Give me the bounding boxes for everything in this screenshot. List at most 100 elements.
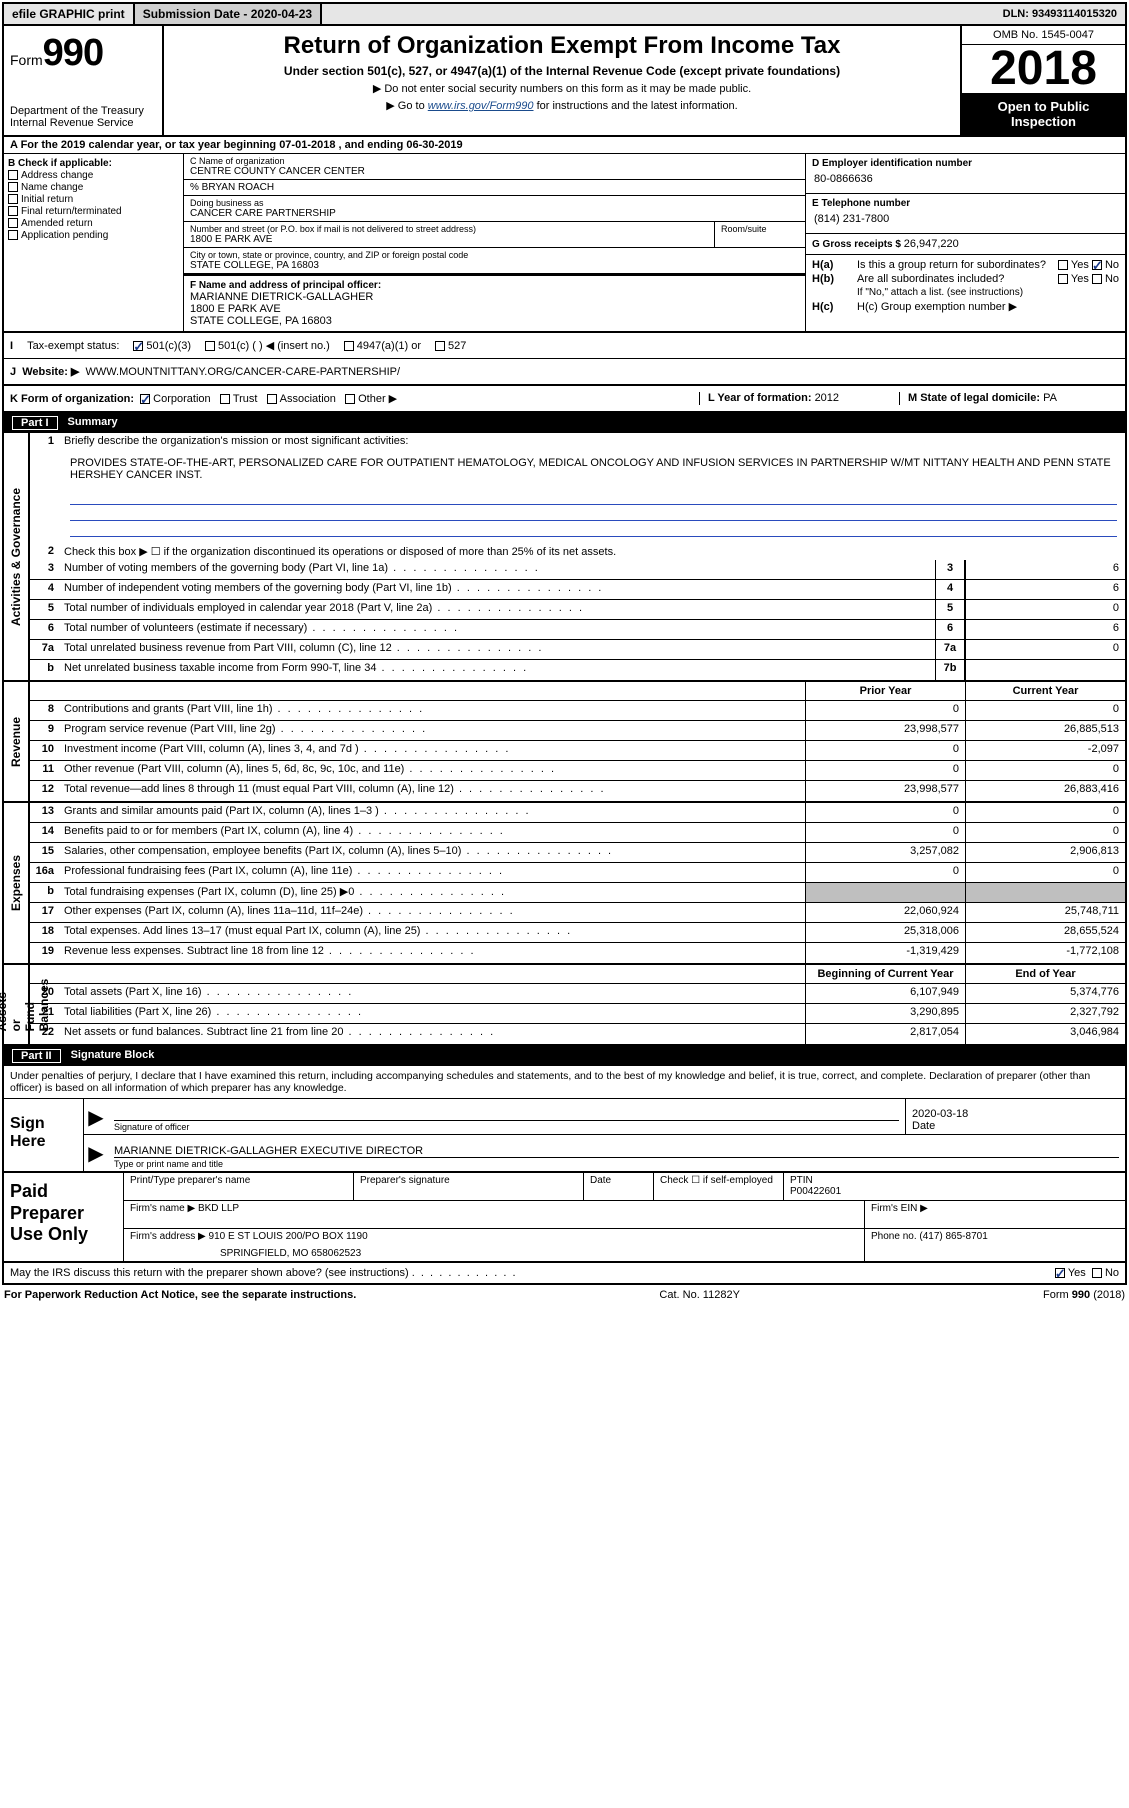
expenses-section: Expenses 13Grants and similar amounts pa… [4, 803, 1125, 965]
klm-row: K Form of organization: Corporation Trus… [4, 386, 1125, 413]
website-row: J Website: ▶ WWW.MOUNTNITTANY.ORG/CANCER… [4, 359, 1125, 386]
summary-line: 12Total revenue—add lines 8 through 11 (… [30, 781, 1125, 801]
paid-preparer-label: Paid Preparer Use Only [4, 1173, 124, 1261]
header-left: Form990 Department of the Treasury Inter… [4, 26, 164, 135]
current-year-hdr: Current Year [965, 682, 1125, 700]
blank-line [70, 489, 1117, 505]
submission-date-button[interactable]: Submission Date - 2020-04-23 [135, 4, 322, 24]
paperwork-notice: For Paperwork Reduction Act Notice, see … [4, 1289, 356, 1301]
summary-line: 15Salaries, other compensation, employee… [30, 843, 1125, 863]
summary-line: 18Total expenses. Add lines 13–17 (must … [30, 923, 1125, 943]
catalog-number: Cat. No. 11282Y [356, 1289, 1043, 1301]
penalty-text: Under penalties of perjury, I declare th… [4, 1066, 1125, 1099]
open-inspection: Open to Public Inspection [962, 93, 1125, 135]
chk-other[interactable]: Other ▶ [345, 393, 397, 405]
form-header: Form990 Department of the Treasury Inter… [4, 26, 1125, 137]
chk-association[interactable]: Association [267, 393, 336, 405]
chk-501c3[interactable]: 501(c)(3) [133, 340, 191, 352]
tax-exempt-label: Tax-exempt status: [27, 340, 119, 352]
preparer-signature[interactable]: Preparer's signature [354, 1173, 584, 1200]
note-ssn: ▶ Do not enter social security numbers o… [170, 82, 954, 95]
chk-application-pending[interactable]: Application pending [8, 230, 179, 241]
discuss-no[interactable]: No [1092, 1267, 1119, 1279]
section-b-label: B Check if applicable: [8, 158, 179, 169]
summary-line: 21Total liabilities (Part X, line 26)3,2… [30, 1004, 1125, 1024]
chk-501c[interactable]: 501(c) ( ) ◀ (insert no.) [205, 339, 330, 352]
efile-label: efile GRAPHIC print [4, 4, 135, 24]
officer-name: MARIANNE DIETRICK-GALLAGHER EXECUTIVE DI… [108, 1135, 1125, 1171]
discuss-yes[interactable]: Yes [1055, 1267, 1086, 1279]
form-ref: Form 990 (2018) [1043, 1289, 1125, 1301]
city-row: City or town, state or province, country… [184, 248, 805, 274]
hb-note: If "No," attach a list. (see instruction… [812, 287, 1119, 298]
summary-line: 20Total assets (Part X, line 16)6,107,94… [30, 984, 1125, 1004]
chk-final-return[interactable]: Final return/terminated [8, 206, 179, 217]
summary-line: 3Number of voting members of the governi… [30, 560, 1125, 580]
form-title: Return of Organization Exempt From Incom… [170, 32, 954, 60]
side-expenses: Expenses [4, 803, 30, 963]
chk-name-change[interactable]: Name change [8, 182, 179, 193]
chk-amended-return[interactable]: Amended return [8, 218, 179, 229]
calendar-year-bar: A For the 2019 calendar year, or tax yea… [4, 137, 1125, 154]
summary-line: 17Other expenses (Part IX, column (A), l… [30, 903, 1125, 923]
chk-address-change[interactable]: Address change [8, 170, 179, 181]
discuss-row: May the IRS discuss this return with the… [4, 1263, 1125, 1283]
begin-year-hdr: Beginning of Current Year [805, 965, 965, 983]
submission-label: Submission Date - [143, 7, 251, 21]
side-netassets: Net Assets or Fund Balances [4, 965, 30, 1044]
chk-4947[interactable]: 4947(a)(1) or [344, 340, 421, 352]
paid-preparer-block: Paid Preparer Use Only Print/Type prepar… [4, 1173, 1125, 1263]
summary-line: 14Benefits paid to or for members (Part … [30, 823, 1125, 843]
blank-line [70, 521, 1117, 537]
phone-row: E Telephone number (814) 231-7800 [806, 194, 1125, 234]
chk-initial-return[interactable]: Initial return [8, 194, 179, 205]
signature-date: 2020-03-18 Date [905, 1099, 1125, 1134]
summary-line: 22Net assets or fund balances. Subtract … [30, 1024, 1125, 1044]
irs-link[interactable]: www.irs.gov/Form990 [428, 100, 534, 112]
ptin-field: PTINP00422601 [784, 1173, 1125, 1200]
end-year-hdr: End of Year [965, 965, 1125, 983]
summary-line: 16aProfessional fundraising fees (Part I… [30, 863, 1125, 883]
gross-receipts-row: G Gross receipts $ 26,947,220 [806, 234, 1125, 255]
summary-line: 6Total number of volunteers (estimate if… [30, 620, 1125, 640]
line2-text: Check this box ▶ ☐ if the organization d… [60, 543, 1125, 560]
self-employed-check[interactable]: Check ☐ if self-employed [654, 1173, 784, 1200]
firm-name: Firm's name ▶ BKD LLP [124, 1201, 865, 1228]
org-info-grid: B Check if applicable: Address change Na… [4, 154, 1125, 333]
chk-corporation[interactable]: Corporation [140, 393, 210, 405]
sign-here-label: Sign Here [4, 1099, 84, 1171]
chk-trust[interactable]: Trust [220, 393, 258, 405]
officer-signature[interactable]: Signature of officer [108, 1099, 905, 1134]
ha-label: Is this a group return for subordinates? [857, 259, 1046, 271]
part2-header: Part II Signature Block [4, 1046, 1125, 1066]
summary-line: bTotal fundraising expenses (Part IX, co… [30, 883, 1125, 903]
summary-line: 9Program service revenue (Part VIII, lin… [30, 721, 1125, 741]
arrow-icon: ▶ [84, 1135, 108, 1171]
side-governance: Activities & Governance [4, 433, 30, 680]
chk-527[interactable]: 527 [435, 340, 466, 352]
summary-line: 19Revenue less expenses. Subtract line 1… [30, 943, 1125, 963]
summary-line: 4Number of independent voting members of… [30, 580, 1125, 600]
top-bar: efile GRAPHIC print Submission Date - 20… [4, 4, 1125, 26]
summary-line: 13Grants and similar amounts paid (Part … [30, 803, 1125, 823]
header-right: OMB No. 1545-0047 2018 Open to Public In… [960, 26, 1125, 135]
preparer-date[interactable]: Date [584, 1173, 654, 1200]
firm-address: Firm's address ▶ 910 E ST LOUIS 200/PO B… [124, 1229, 865, 1261]
preparer-name[interactable]: Print/Type preparer's name [124, 1173, 354, 1200]
blank-line [70, 505, 1117, 521]
form-990-container: efile GRAPHIC print Submission Date - 20… [2, 2, 1127, 1285]
sign-here-block: Sign Here ▶ Signature of officer 2020-03… [4, 1099, 1125, 1173]
website-url: WWW.MOUNTNITTANY.ORG/CANCER-CARE-PARTNER… [86, 366, 401, 378]
page-footer: For Paperwork Reduction Act Notice, see … [0, 1287, 1129, 1303]
room-suite: Room/suite [715, 222, 805, 247]
hc-label: H(c) Group exemption number ▶ [857, 300, 1119, 313]
ein-row: D Employer identification number 80-0866… [806, 154, 1125, 194]
prior-year-hdr: Prior Year [805, 682, 965, 700]
section-h: H(a)Is this a group return for subordina… [806, 255, 1125, 317]
summary-line: 11Other revenue (Part VIII, column (A), … [30, 761, 1125, 781]
header-mid: Return of Organization Exempt From Incom… [164, 26, 960, 135]
care-of-row: % BRYAN ROACH [184, 180, 805, 196]
dln-field: DLN: 93493114015320 [995, 5, 1125, 23]
section-b: B Check if applicable: Address change Na… [4, 154, 184, 331]
summary-line: 7aTotal unrelated business revenue from … [30, 640, 1125, 660]
